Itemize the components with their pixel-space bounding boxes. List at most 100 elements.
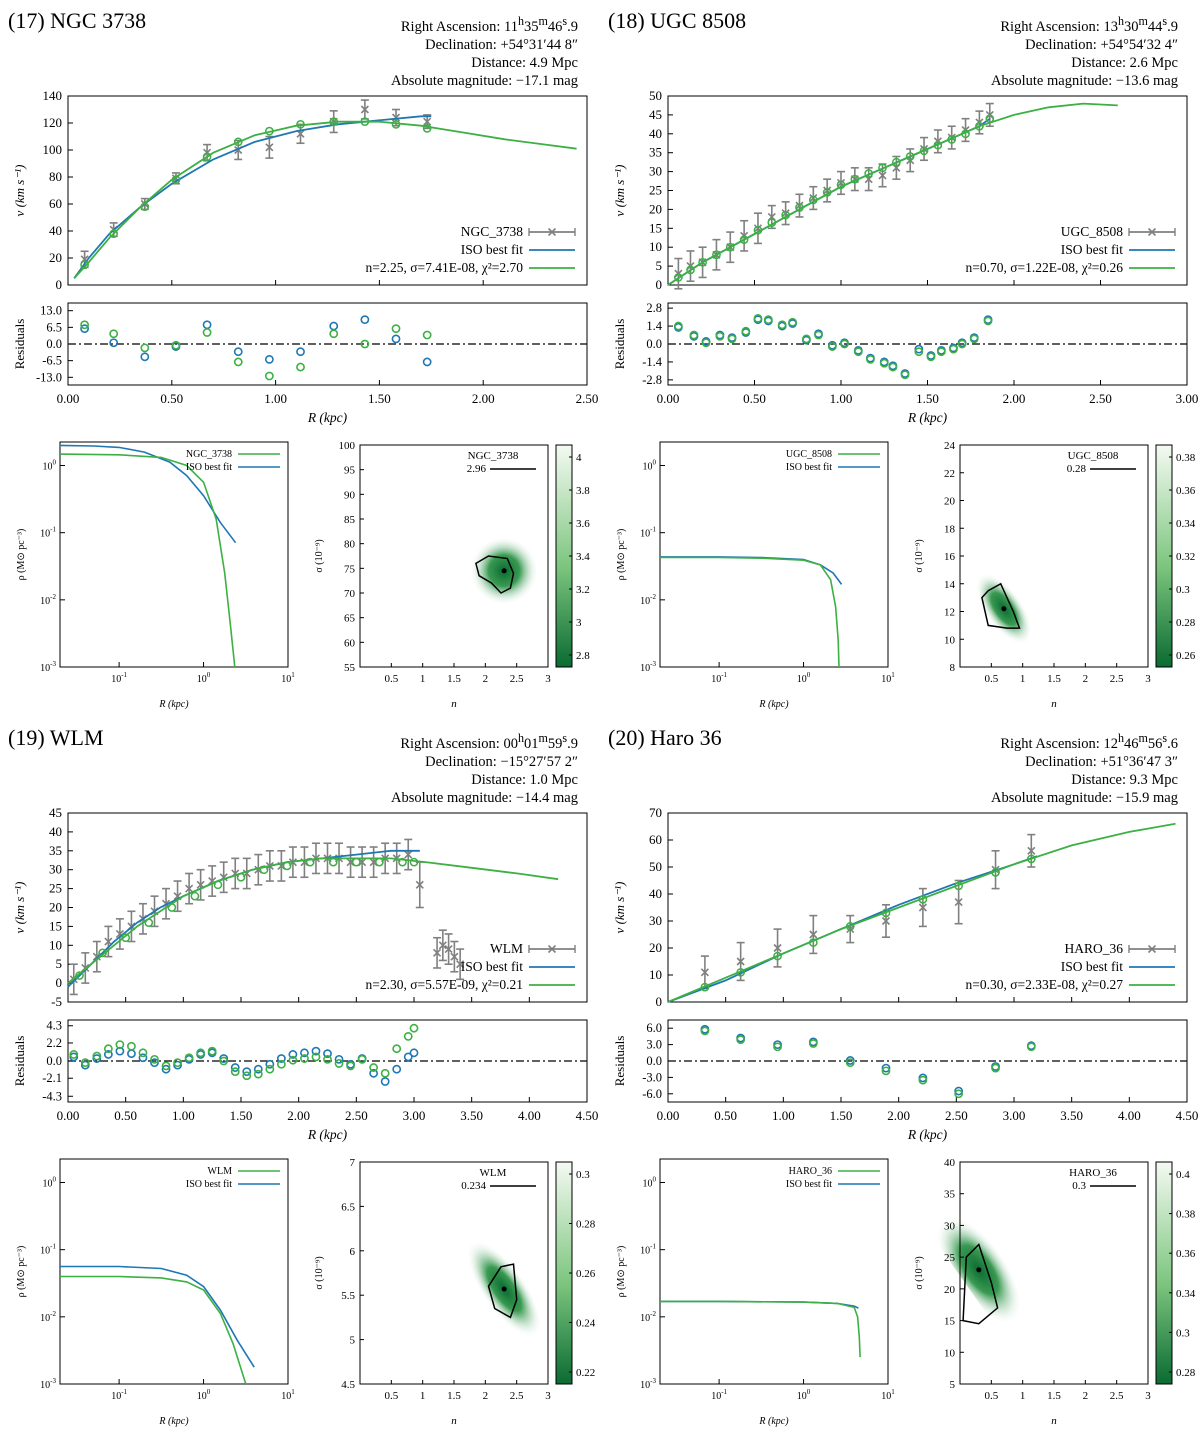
distance-label: Distance: [1071,771,1127,788]
colorbar-tick-label: 0.22 [576,1367,595,1379]
y-tick-label: 0.0 [46,337,62,351]
ra-label: Right Ascension: [400,18,501,35]
model-point [409,857,419,867]
chi2-contour-label: 0.28 [1067,463,1087,475]
y-tick-label: 20 [944,496,956,508]
colorbar-tick-label: 0.36 [1176,1248,1196,1260]
iso-residual-point [109,338,119,348]
y-tick-label: 15 [944,1316,956,1328]
colorbar-tick-label: 0.38 [1176,1209,1196,1221]
chi2-legend-label: WLM [480,1167,507,1179]
colorbar-tick-label: 0.24 [576,1318,596,1330]
y-tick-label: 100 [43,459,57,473]
model-fit-curve [667,822,1176,1003]
x-tick-label: 1.00 [264,391,287,406]
fit-residual-point [936,347,946,357]
model-point [167,903,177,912]
density-legend-label: ISO best fit [786,462,832,473]
fit-residual-point [954,1089,964,1099]
y-tick-label: 5 [56,956,63,971]
model-point [391,120,401,129]
y-tick-label: 18 [944,523,956,535]
colorbar-tick-label: 0.28 [1176,617,1196,629]
observed-point [836,170,846,196]
x-tick-label: 4.00 [518,1108,541,1123]
observed-point [795,193,804,218]
y-tick-label: 25 [49,881,62,896]
sigma-axis-label: σ (10⁻⁹) [314,539,325,572]
iso-residual-point [138,1053,148,1063]
y-tick-label: 50 [649,88,662,103]
iso-residual-point [369,1068,379,1078]
model-point [850,174,860,184]
model-point [75,971,84,980]
dec-label: Declination: [425,753,497,770]
distance-label: Distance: [1071,54,1127,71]
y-tick-label: 24 [944,440,956,452]
fit-residual-point [296,362,305,372]
fit-residual-point [422,330,432,340]
iso-residual-point [127,1049,136,1059]
dec-value: −15°27′57 2″ [500,753,578,770]
model-point [736,967,746,977]
y-tick-label: 65 [344,613,356,625]
colorbar-tick-label: 3.2 [576,584,590,596]
y-tick-label: 55 [344,662,356,674]
rotation-legend: HARO_36 ISO best fit n=0.30, σ=2.33E-08, χ… [965,941,1176,992]
x-tick-label: 2 [1083,1390,1089,1402]
y-tick-label: 22 [944,468,955,480]
observed-point [438,929,447,962]
colorbar-tick-label: 3.4 [576,551,590,563]
ra-label: Right Ascension: [400,735,500,752]
fit-residual-point [233,357,243,367]
galaxy-info: Right Ascension: 12h46m56s.6 Declination:… [991,729,1178,807]
x-tick-label: 2 [483,1390,489,1402]
legend-label: HARO_36 [1064,941,1123,956]
fit-residual-point [900,370,910,380]
distance-line: Distance: 4.9 Mpc [391,54,578,72]
observed-point [456,948,465,981]
legend-label: NGC_3738 [461,224,524,239]
galaxy-title: (20) Haro 36 [608,725,722,751]
model-point [360,117,370,127]
best-fit-point [976,1267,982,1273]
y-tick-label: 4.3 [46,1019,62,1033]
ra-hours: 12 [1103,735,1118,752]
fit-residual-point [380,1068,390,1078]
fit-residual-point [840,339,849,349]
observed-point [104,925,113,958]
y-tick-label: 0 [656,994,663,1009]
y-tick-label: 0.0 [646,1054,662,1068]
colorbar-tick-label: 4 [576,452,582,464]
y-tick-label: 3.0 [646,1038,662,1052]
fit-residual-point [173,1058,182,1068]
iso-residual-point [140,352,150,362]
model-point [698,257,707,267]
fit-residual-point [888,362,898,372]
dec-line: Declination: +51°36′47 3″ [991,753,1178,771]
model-point [236,872,246,882]
x-tick-label: 1 [420,1390,426,1402]
density-legend-label: ISO best fit [186,1179,232,1190]
fit-residual-point [80,1058,90,1068]
fit-residual-point [715,331,725,341]
y-tick-label: -1.4 [642,355,663,369]
y-tick-label: 5 [656,258,663,273]
y-tick-label: 80 [344,539,356,551]
fit-residual-point [753,313,763,323]
fit-residual-point [926,352,936,362]
magnitude-label: Absolute magnitude: [991,72,1113,89]
velocity-axis-label: v (km s⁻¹) [612,882,627,934]
x-tick-label: 0.00 [57,1108,80,1123]
fit-residual-point [881,1066,891,1076]
x-tick-label: 1 [420,673,426,685]
x-tick-label: 2.5 [510,673,524,685]
n-axis-label: n [1051,698,1057,710]
iso-residual-point [276,1054,286,1063]
y-tick-label: 5 [950,1379,956,1391]
model-density-curve [660,556,840,668]
colorbar-tick-label: 0.34 [1176,1288,1196,1300]
dec-value: +51°36′47 3″ [1100,753,1178,770]
model-point [98,948,107,958]
model-point [233,137,243,147]
